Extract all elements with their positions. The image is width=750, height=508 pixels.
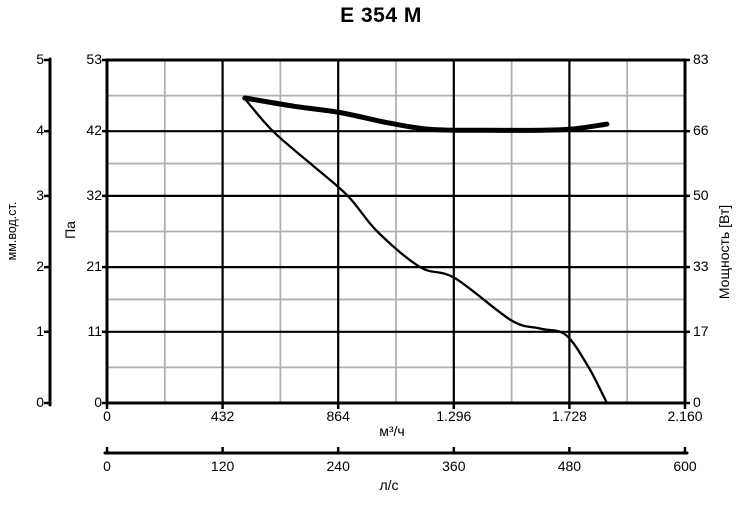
pa-tick-label: 21: [86, 258, 102, 275]
power-tick-label: 50: [693, 186, 709, 203]
m3h-tick-label: 1.728: [551, 408, 587, 424]
ls-tick-label: 480: [557, 458, 582, 474]
m3h-tick-label: 2.160: [667, 408, 703, 424]
m3h-tick-label: 864: [326, 408, 350, 424]
power-curve: [242, 95, 610, 133]
m3h-tick-label: 0: [103, 408, 111, 424]
pressure-curve: [243, 97, 609, 405]
axis-label-pa: Па: [62, 221, 78, 239]
chart-title: E 354 M: [340, 4, 422, 27]
pa-tick-label: 0: [94, 394, 102, 410]
power-tick-label: 83: [693, 51, 709, 67]
aux-left-tick-label: 3: [36, 186, 44, 203]
aux-left-tick-label: 5: [36, 51, 44, 67]
m3h-tick-label: 1.296: [436, 408, 472, 424]
power-tick-label: 17: [693, 322, 709, 339]
axis-label-power-watt: Мощность [Вт]: [716, 204, 732, 300]
ls-tick-label: 240: [326, 458, 350, 474]
ls-tick-label: 0: [103, 458, 111, 474]
ls-tick-label: 120: [210, 458, 235, 474]
aux-left-tick-label: 0: [36, 394, 44, 410]
power-tick-label: 0: [693, 394, 701, 410]
pa-tick-label: 42: [86, 122, 102, 139]
power-tick-label: 66: [693, 122, 709, 139]
plot-border: [105, 58, 687, 405]
axis-label-ls: л/с: [379, 477, 399, 493]
power-tick-label: 33: [693, 258, 709, 275]
aux-left-tick-label: 1: [36, 322, 44, 339]
pa-tick-label: 53: [86, 51, 102, 67]
pa-tick-label: 11: [87, 322, 102, 339]
aux-left-tick-label: 2: [36, 258, 44, 275]
axis-label-m3h: м³/ч: [379, 423, 405, 439]
axis-label-mm-water-column: мм.вод.ст.: [5, 201, 19, 261]
pa-tick-label: 32: [86, 186, 102, 203]
aux-left-tick-label: 4: [36, 122, 44, 139]
m3h-tick-label: 432: [210, 408, 235, 424]
ls-tick-label: 360: [442, 458, 466, 474]
ls-tick-label: 600: [673, 458, 697, 474]
